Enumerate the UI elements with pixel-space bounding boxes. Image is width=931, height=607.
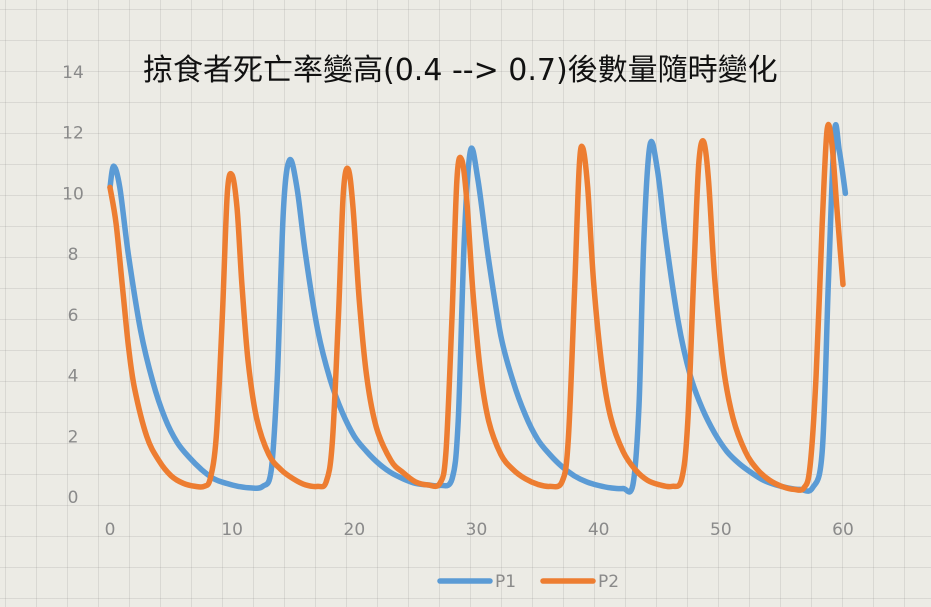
chart-title: 掠食者死亡率變高(0.4 --> 0.7)後數量隨時變化 [143, 53, 778, 88]
y-tick-label: 6 [68, 306, 79, 326]
x-tick-label: 40 [588, 520, 610, 540]
x-tick-label: 30 [466, 520, 488, 540]
series-layer [107, 121, 849, 495]
legend-label-p1: P1 [495, 572, 516, 592]
y-tick-label: 0 [68, 488, 79, 508]
x-tick-label: 50 [710, 520, 732, 540]
legend-label-p2: P2 [598, 572, 619, 592]
y-axis-tick-labels: 0 2 4 6 8 10 12 14 [62, 63, 84, 508]
y-tick-label: 10 [62, 184, 84, 204]
x-axis-tick-labels: 0 10 20 30 40 50 60 [105, 520, 854, 540]
series-line-p2 [107, 121, 846, 493]
series-line-p1 [107, 122, 849, 495]
y-tick-label: 4 [68, 367, 79, 387]
y-tick-label: 14 [62, 63, 84, 83]
x-tick-label: 10 [221, 520, 243, 540]
legend: P1 P2 [437, 572, 619, 592]
x-tick-label: 20 [344, 520, 366, 540]
y-tick-label: 12 [62, 124, 84, 144]
x-tick-label: 60 [832, 520, 854, 540]
x-tick-label: 0 [105, 520, 116, 540]
y-tick-label: 2 [68, 427, 79, 447]
y-tick-label: 8 [68, 245, 79, 265]
